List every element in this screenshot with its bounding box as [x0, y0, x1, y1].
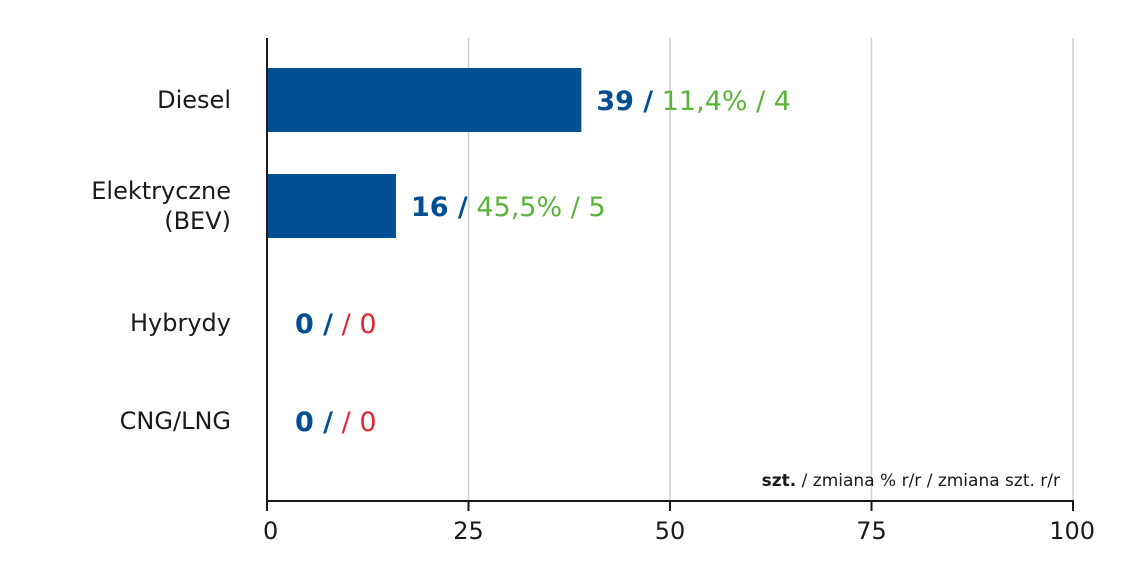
gridlines	[467, 38, 1074, 501]
legend-bold: szt.	[762, 471, 797, 491]
category-label-0: Diesel	[157, 86, 231, 114]
value-labels: 39 / 11,4% / 4 16 / 45,5% / 5 0 / / 0 0 / /…	[295, 86, 791, 438]
bar-1	[267, 174, 396, 238]
x-tick-label-25: 25	[453, 517, 484, 545]
category-label-1: Elektryczne (BEV)	[91, 177, 231, 235]
category-label-2: Hybrydy	[130, 309, 231, 337]
x-tick-label-50: 50	[655, 517, 686, 545]
bars	[267, 68, 582, 238]
x-tick-labels: 0 25 50 75 100	[263, 517, 1095, 545]
value-label-3: 0 / / 0	[295, 407, 377, 438]
category-labels: Diesel Elektryczne (BEV) Hybrydy CNG/LNG	[91, 86, 231, 435]
x-tick-label-75: 75	[856, 517, 887, 545]
legend-rest: / zmiana % r/r / zmiana szt. r/r	[796, 471, 1060, 491]
category-label-3: CNG/LNG	[120, 407, 231, 435]
axes	[266, 38, 1074, 511]
value-label-1: 16 / 45,5% / 5	[411, 192, 606, 223]
value-label-2: 0 / / 0	[295, 309, 377, 340]
legend-note: szt. / zmiana % r/r / zmiana szt. r/r	[762, 471, 1060, 491]
value-label-0: 39 / 11,4% / 4	[596, 86, 791, 117]
x-tick-label-100: 100	[1049, 517, 1095, 545]
bar-0	[267, 68, 582, 132]
x-tick-label-0: 0	[263, 517, 278, 545]
